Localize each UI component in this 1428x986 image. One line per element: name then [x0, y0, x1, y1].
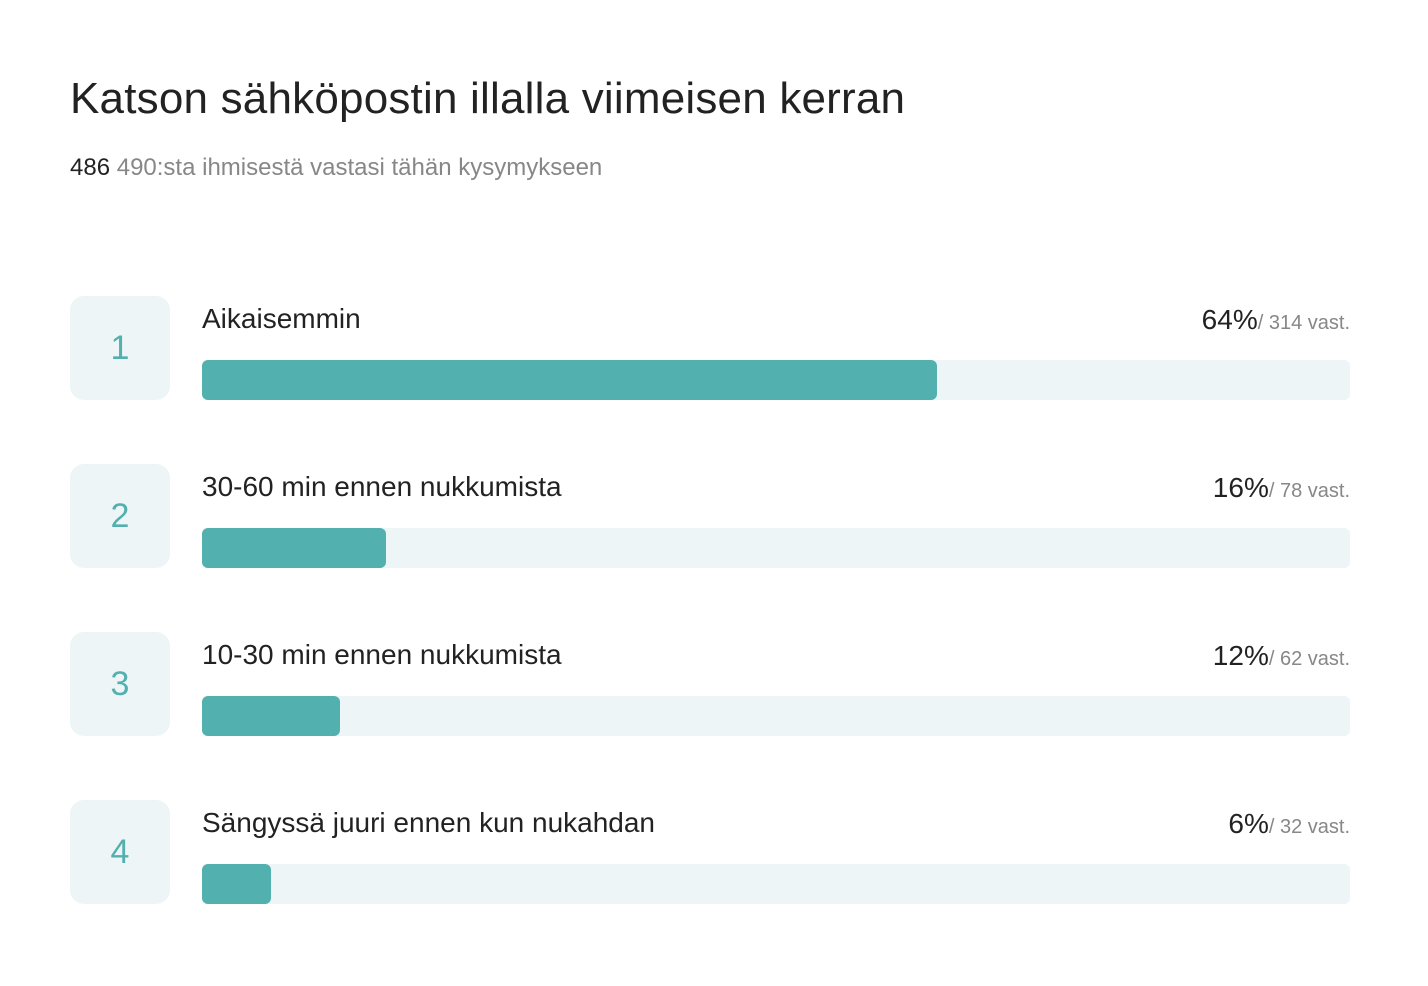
response-summary: 486 490:sta ihmisestä vastasi tähän kysy…: [70, 154, 602, 182]
bar-fill: [202, 696, 340, 736]
option-label: Sängyssä juuri ennen kun nukahdan: [202, 807, 656, 838]
option-count: / 314 vast.: [1257, 312, 1350, 334]
option-label: 30-60 min ennen nukkumista: [202, 471, 562, 502]
bar-track: [202, 696, 1350, 736]
rank-badge: 1: [70, 296, 170, 400]
result-row: 2 30-60 min ennen nukkumista 16%/ 78 vas…: [70, 464, 1350, 568]
bar-track: [202, 864, 1350, 904]
bar-fill: [202, 864, 271, 904]
option-label: Aikaisemmin: [202, 303, 361, 334]
results-list: 1 Aikaisemmin 64%/ 314 vast. 2 30-60 min…: [70, 296, 1350, 968]
rank-badge: 2: [70, 464, 170, 568]
poll-title: Katson sähköpostin illalla viimeisen ker…: [70, 74, 906, 123]
option-stat: 6%/ 32 vast.: [1228, 808, 1350, 840]
bar-track: [202, 528, 1350, 568]
rank-badge: 3: [70, 632, 170, 736]
option-count: / 32 vast.: [1268, 816, 1350, 838]
option-percent: 12%: [1212, 640, 1269, 671]
option-percent: 16%: [1212, 472, 1269, 503]
option-stat: 64%/ 314 vast.: [1202, 304, 1350, 336]
answered-count: 486: [70, 154, 111, 181]
option-count: / 78 vast.: [1268, 480, 1350, 502]
bar-track: [202, 360, 1350, 400]
result-row: 1 Aikaisemmin 64%/ 314 vast.: [70, 296, 1350, 400]
bar-fill: [202, 528, 386, 568]
option-stat: 16%/ 78 vast.: [1213, 472, 1350, 504]
option-percent: 6%: [1228, 808, 1269, 839]
option-percent: 64%: [1201, 304, 1258, 335]
bar-fill: [202, 360, 937, 400]
rank-badge: 4: [70, 800, 170, 904]
result-row: 4 Sängyssä juuri ennen kun nukahdan 6% / …: [70, 800, 1350, 904]
response-summary-text: 490:sta ihmisestä vastasi tähän kysymyks…: [110, 154, 603, 181]
option-stat: 12%/ 62 vast.: [1213, 640, 1350, 672]
option-count: / 62 vast.: [1268, 648, 1350, 670]
option-label: 10-30 min ennen nukkumista: [202, 639, 562, 670]
result-row: 3 10-30 min ennen nukkumista 12%/ 62 vas…: [70, 632, 1350, 736]
